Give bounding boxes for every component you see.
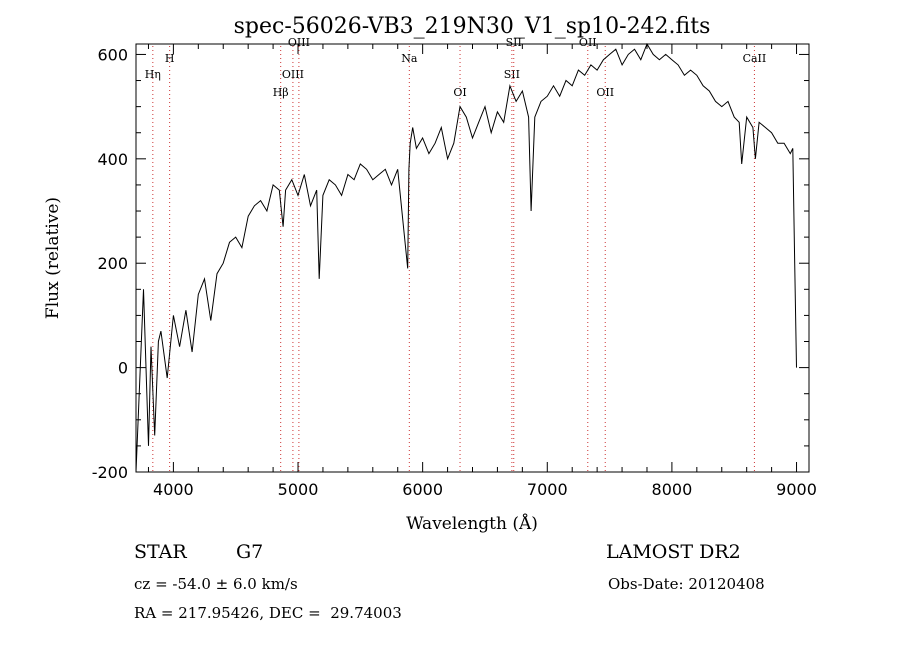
survey-name: LAMOST DR2 <box>606 541 741 563</box>
chart-title: spec-56026-VB3_219N30_V1_sp10-242.fits <box>234 14 711 39</box>
spectral-line-label: SII <box>504 68 520 81</box>
x-tick-label: 4000 <box>153 480 194 499</box>
spectral-line-label: OII <box>579 36 597 49</box>
spectral-line-label: H <box>165 52 175 65</box>
spectral-line-label: Na <box>401 52 418 65</box>
y-axis-label: Flux (relative) <box>43 197 63 319</box>
coordinates-readout: RA = 217.95426, DEC = 29.74003 <box>134 604 402 622</box>
x-tick-label: 5000 <box>278 480 319 499</box>
spectrum-line <box>135 42 797 473</box>
spectral-line-markers: Hη H Hβ OIII OIII Na OI SII SII OII OII CaII <box>145 36 767 472</box>
plot-frame <box>135 43 810 473</box>
y-tick-label: 200 <box>97 254 128 273</box>
x-tick-label: 7000 <box>527 480 568 499</box>
spectral-line-label: SII <box>506 36 522 49</box>
x-tick-label: 6000 <box>402 480 443 499</box>
y-tick-label: 400 <box>97 150 128 169</box>
x-tick-label: 8000 <box>652 480 693 499</box>
x-tick-label: 9000 <box>776 480 817 499</box>
spectral-line-label: Hβ <box>273 86 289 99</box>
spectral-line-label: CaII <box>743 52 767 65</box>
spectral-line-label: OIII <box>282 68 304 81</box>
object-subclass: G7 <box>236 541 264 563</box>
plot-axes: 4000 5000 6000 7000 8000 9000 -200 0 200 400 600 <box>92 43 817 499</box>
spectral-line-label: OII <box>596 86 614 99</box>
spectral-line-label: Hη <box>145 68 161 81</box>
redshift-readout: cz = -54.0 ± 6.0 km/s <box>134 575 298 593</box>
observation-date: Obs-Date: 20120408 <box>608 575 765 593</box>
y-tick-label: -200 <box>92 463 128 482</box>
y-tick-label: 600 <box>97 45 128 64</box>
x-axis-label: Wavelength (Å) <box>406 513 538 534</box>
spectrum-series <box>135 42 797 473</box>
spectral-line-label: OIII <box>288 36 310 49</box>
object-class: STAR <box>134 541 187 563</box>
spectral-line-label: OI <box>453 86 466 99</box>
y-tick-label: 0 <box>118 359 128 378</box>
